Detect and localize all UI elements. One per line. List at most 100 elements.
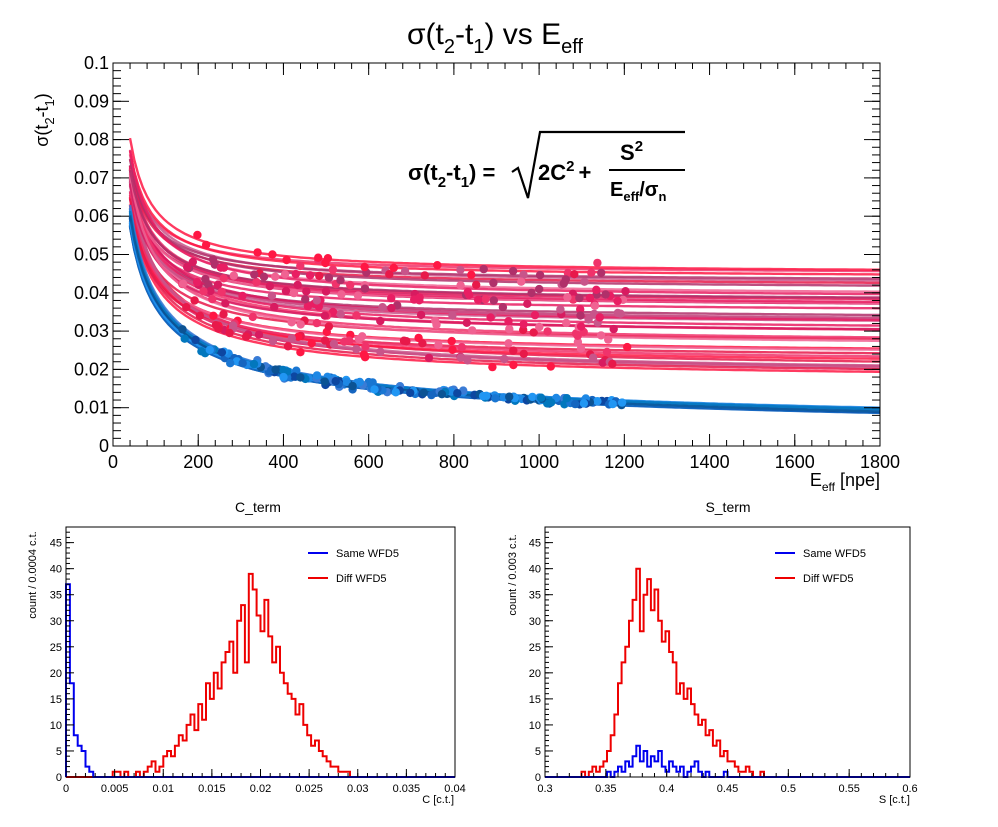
y-tick-label: 0.1: [84, 53, 109, 73]
data-point: [321, 258, 330, 268]
fit-curves: [128, 137, 880, 415]
data-point: [252, 277, 261, 287]
data-point: [608, 359, 617, 369]
data-point: [400, 267, 410, 276]
fit-curve: [128, 175, 880, 304]
data-point: [337, 290, 346, 299]
y-tick-label: 10: [529, 720, 541, 732]
data-point: [509, 346, 518, 355]
data-point: [387, 303, 396, 313]
y-tick-label: 20: [529, 668, 541, 680]
data-point: [278, 365, 288, 375]
data-point: [415, 296, 424, 305]
data-point: [213, 280, 223, 289]
data-point: [523, 299, 532, 308]
data-point: [437, 390, 447, 399]
data-point: [576, 344, 586, 353]
data-point: [378, 303, 387, 312]
data-point: [587, 268, 596, 277]
data-point: [504, 317, 513, 326]
data-point: [346, 280, 355, 290]
data-point: [190, 296, 199, 305]
data-point: [359, 350, 369, 359]
y-tick-label: 0.06: [74, 206, 109, 226]
data-point: [219, 310, 228, 319]
data-points: [178, 230, 632, 410]
data-point: [296, 261, 305, 271]
data-point: [312, 296, 322, 305]
data-point: [348, 381, 357, 391]
data-point: [613, 296, 622, 306]
data-point: [315, 271, 324, 281]
data-point: [416, 310, 426, 320]
fit-curve: [128, 137, 880, 271]
data-point: [535, 322, 544, 332]
s-term-legend: Same WFD5 Diff WFD5: [775, 548, 866, 585]
data-point: [271, 365, 280, 374]
data-point: [456, 265, 465, 275]
x-tick-label: 0.6: [902, 783, 917, 795]
data-point: [296, 348, 305, 357]
c-term-axes: 0 0.005 0.01 0.015 0.02 0.025 0.03 0.035 0.04 0 5 1…: [50, 526, 466, 795]
data-point: [602, 347, 612, 357]
data-point: [221, 299, 230, 308]
data-point: [241, 332, 251, 341]
y-tick-label: 0.09: [74, 91, 109, 111]
data-point: [504, 339, 513, 348]
svg-text:S2: S2: [620, 138, 643, 165]
data-point: [517, 277, 526, 286]
c-term-title: C_term: [235, 499, 281, 515]
data-point: [312, 318, 321, 328]
x-tick-label: 0.04: [444, 783, 465, 795]
data-point: [270, 302, 279, 312]
data-point: [353, 291, 363, 300]
data-point: [320, 377, 329, 386]
y-tick-label: 0.05: [74, 245, 109, 265]
main-xlabel: Eeff [npe]: [810, 470, 880, 494]
y-tick-label: 0.01: [74, 398, 109, 418]
data-point: [570, 270, 579, 279]
x-tick-label: 1800: [860, 452, 900, 472]
y-tick-label: 45: [50, 538, 62, 550]
data-point: [178, 325, 187, 334]
y-tick-label: 25: [50, 642, 62, 654]
data-point: [208, 295, 217, 304]
data-point: [280, 270, 290, 279]
c-term-legend: Same WFD5 Diff WFD5: [308, 548, 399, 585]
data-point: [328, 265, 338, 274]
data-point: [352, 344, 361, 354]
data-point: [543, 327, 552, 336]
s-term-chart: S_term 0.3 0.35 0.4 0.45 0.5 0.55 0.6 0 5 10 15 20 2…: [507, 499, 918, 806]
data-point: [282, 255, 291, 265]
data-point: [519, 270, 528, 279]
data-point: [579, 399, 589, 408]
data-point: [608, 399, 617, 409]
x-tick-label: 400: [268, 452, 298, 472]
legend-same-wfd5: Same WFD5: [336, 548, 399, 560]
legend-diff-wfd5: Diff WFD5: [803, 573, 854, 585]
sqrt-symbol: [511, 130, 685, 199]
data-point: [595, 313, 604, 322]
data-point: [489, 278, 498, 288]
data-point: [352, 311, 361, 320]
c-term-histogram: [65, 572, 455, 778]
data-point: [180, 334, 189, 343]
data-point: [481, 295, 490, 304]
data-point: [307, 339, 316, 348]
y-tick-label: 40: [50, 564, 62, 576]
data-point: [279, 372, 288, 382]
y-tick-label: 0.08: [74, 130, 109, 150]
s-term-ylabel: count / 0.003 c.t.: [507, 534, 519, 615]
data-point: [590, 301, 600, 310]
data-point: [508, 266, 518, 276]
data-point: [585, 293, 595, 303]
data-point: [248, 312, 257, 322]
data-point: [546, 362, 555, 371]
s-term-histogram: [545, 567, 910, 778]
s-term-frame: [544, 526, 911, 778]
data-point: [289, 288, 299, 298]
data-point: [562, 318, 571, 328]
data-point: [195, 311, 205, 320]
data-point: [201, 274, 210, 284]
